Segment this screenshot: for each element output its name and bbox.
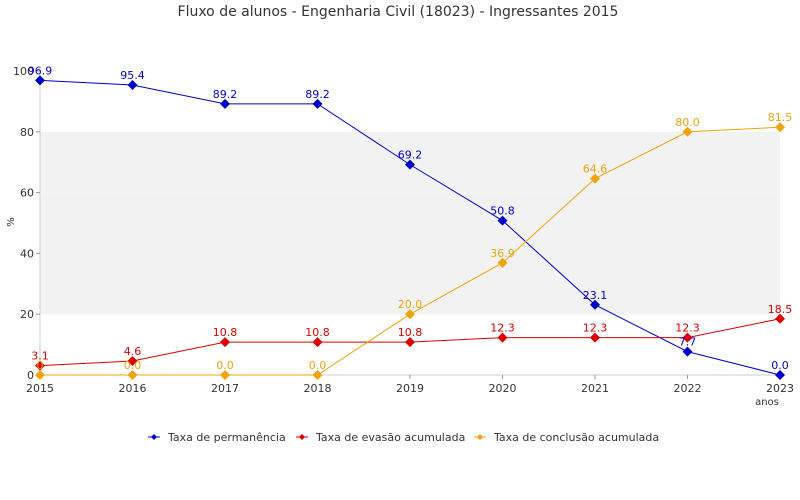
y-tick-label: 20 <box>20 308 34 321</box>
data-point <box>220 370 230 380</box>
data-point <box>590 173 600 184</box>
x-tick-label: 2018 <box>304 382 332 395</box>
data-point <box>775 122 785 133</box>
data-label: 50.8 <box>490 205 515 218</box>
data-point <box>35 75 45 86</box>
axes: 0 20 40 60 80 100 2015 2016 2017 2018 2019 2020 2021… <box>13 65 794 395</box>
data-label: 4.6 <box>124 345 142 358</box>
data-point <box>312 370 323 380</box>
data-label: 7.7 <box>679 336 697 349</box>
data-point <box>682 346 693 357</box>
data-label: 12.3 <box>583 322 608 335</box>
data-point <box>405 159 415 170</box>
y-tick-label: 100 <box>13 65 34 78</box>
legend-swatch-marker <box>477 434 483 440</box>
data-label: 0 <box>37 359 44 372</box>
data-label: 36.9 <box>490 247 515 260</box>
y-tick-label: 60 <box>20 187 34 200</box>
data-point <box>35 360 45 371</box>
x-axis-label: anos <box>755 397 779 408</box>
x-tick-label: 2020 <box>489 382 517 395</box>
data-point <box>497 332 508 343</box>
data-label: 0.0 <box>309 359 327 372</box>
data-label: 0.0 <box>124 359 142 372</box>
data-label: 3.1 <box>31 350 49 363</box>
grid-band <box>40 71 780 132</box>
data-point <box>682 126 693 137</box>
data-label: 0.0 <box>771 359 789 372</box>
x-tick-label: 2022 <box>674 382 702 395</box>
data-label: 64.6 <box>583 163 608 176</box>
data-label: 95.4 <box>120 69 145 82</box>
x-tick-label: 2015 <box>26 382 54 395</box>
data-point <box>220 98 230 109</box>
grid-bands <box>40 71 780 375</box>
data-label: 18.5 <box>768 303 793 316</box>
x-tick-label: 2023 <box>766 382 794 395</box>
data-point <box>497 215 508 226</box>
legend-entry-label: Taxa de evasão acumulada <box>315 431 465 444</box>
data-point <box>497 257 508 268</box>
data-point <box>682 332 693 343</box>
data-label: 12.3 <box>675 322 700 335</box>
data-label: 80.0 <box>675 116 700 129</box>
y-tick-label: 80 <box>20 126 34 139</box>
x-tick-label: 2019 <box>396 382 424 395</box>
data-point <box>775 313 785 324</box>
data-point <box>405 309 415 320</box>
data-point <box>775 370 785 380</box>
series-layer <box>35 75 785 380</box>
y-tick-label: 40 <box>20 247 34 260</box>
x-tick-label: 2017 <box>211 382 239 395</box>
data-label: 10.8 <box>213 326 238 339</box>
legend-swatch-marker <box>299 434 305 440</box>
data-label: 96.9 <box>28 64 53 77</box>
data-point <box>35 370 45 380</box>
data-point <box>220 337 230 348</box>
data-point <box>312 337 323 348</box>
y-tick-label: 0 <box>27 369 34 382</box>
data-point <box>127 356 138 367</box>
data-label: 89.2 <box>213 88 238 101</box>
data-label: 20.0 <box>398 298 423 311</box>
legend-swatch-marker <box>151 434 157 440</box>
data-point <box>127 79 138 90</box>
legend: Taxa de permanência Taxa de evasão acumul… <box>148 431 659 444</box>
data-label: 10.8 <box>398 326 423 339</box>
data-label: 12.3 <box>490 322 515 335</box>
data-label: 89.2 <box>305 88 330 101</box>
x-tick-label: 2016 <box>119 382 147 395</box>
data-label: 0.0 <box>216 359 234 372</box>
data-point <box>590 299 600 310</box>
data-point <box>590 332 600 343</box>
x-tick-label: 2021 <box>581 382 609 395</box>
data-point <box>127 370 138 380</box>
grid-band <box>40 253 780 315</box>
data-label: 23.1 <box>583 289 608 302</box>
legend-entry-label: Taxa de permanência <box>167 431 286 444</box>
data-label: 10.8 <box>305 326 330 339</box>
data-point <box>405 337 415 348</box>
legend-entry-label: Taxa de conclusão acumulada <box>493 431 659 444</box>
chart-title: Fluxo de alunos - Engenharia Civil (1802… <box>178 4 619 20</box>
grid-band <box>40 192 780 254</box>
data-label: 69.2 <box>398 149 423 162</box>
data-label: 81.5 <box>768 111 793 124</box>
data-point <box>312 98 323 109</box>
data-labels: 96.9 95.4 89.2 89.2 69.2 50.8 23.1 7.7 0.0 3.1 4.6… <box>28 64 793 372</box>
y-axis-label: % <box>6 217 17 227</box>
